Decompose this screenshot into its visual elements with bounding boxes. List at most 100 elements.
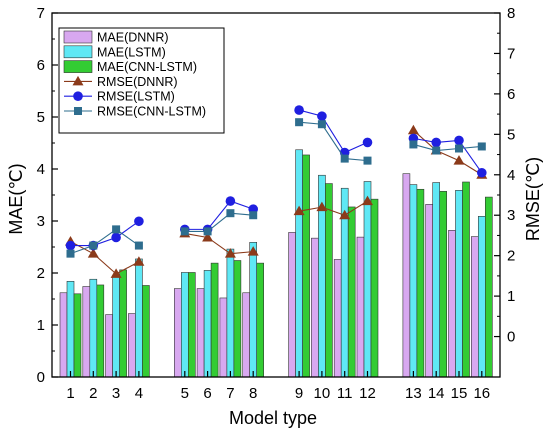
line-point bbox=[431, 137, 442, 148]
left-tick-label: 7 bbox=[37, 5, 45, 22]
x-tick-label: 10 bbox=[314, 385, 331, 402]
bar bbox=[66, 281, 75, 378]
bar bbox=[409, 184, 418, 378]
bar bbox=[203, 270, 212, 378]
line-point bbox=[224, 248, 236, 258]
line-point bbox=[247, 246, 259, 256]
right-axis-ticks: 0 1 2 3 4 5 6 7 8 bbox=[494, 5, 515, 346]
bars-layer bbox=[59, 149, 493, 378]
line-point bbox=[133, 256, 145, 266]
line-point bbox=[89, 241, 98, 250]
x-tick-label: 5 bbox=[181, 385, 189, 402]
legend: MAE(DNNR)MAE(LSTM)MAE(CNN-LSTM)RMSE(DNNR… bbox=[58, 27, 225, 134]
right-tick-label: 7 bbox=[507, 45, 515, 62]
right-tick-label: 8 bbox=[507, 5, 515, 22]
line-point bbox=[432, 146, 441, 155]
line-point bbox=[134, 216, 144, 227]
bar bbox=[356, 236, 365, 378]
series-line bbox=[184, 232, 254, 255]
x-tick-label: 7 bbox=[226, 385, 234, 402]
x-tick-label: 13 bbox=[405, 385, 422, 402]
bar bbox=[302, 154, 310, 378]
bar bbox=[89, 278, 98, 378]
bar bbox=[455, 190, 463, 378]
right-y-axis-title: RMSE(℃) bbox=[523, 157, 543, 241]
line-point bbox=[339, 209, 351, 220]
bar bbox=[416, 188, 425, 378]
series-line bbox=[413, 129, 483, 176]
line-point bbox=[407, 124, 419, 135]
right-tick-label: 1 bbox=[507, 288, 515, 305]
line-point bbox=[340, 154, 349, 163]
bar bbox=[448, 230, 456, 378]
bar bbox=[210, 262, 219, 378]
bar bbox=[470, 236, 479, 378]
legend-label: RMSE(CNN-LSTM) bbox=[97, 105, 206, 119]
bar bbox=[402, 173, 411, 378]
x-tick-label: 3 bbox=[112, 385, 120, 402]
right-tick-label: 5 bbox=[507, 126, 515, 143]
series-line bbox=[184, 200, 254, 230]
legend-label: RMSE(LSTM) bbox=[97, 90, 175, 104]
line-point bbox=[294, 105, 304, 115]
series-line bbox=[299, 121, 368, 162]
bar bbox=[105, 314, 113, 378]
line-point bbox=[203, 227, 212, 236]
line-point bbox=[249, 211, 258, 220]
bar bbox=[484, 196, 493, 378]
left-tick-label: 3 bbox=[37, 213, 45, 230]
line-point bbox=[65, 240, 76, 251]
bar bbox=[112, 276, 120, 378]
x-tick-label: 16 bbox=[473, 385, 490, 402]
x-tick-label: 4 bbox=[135, 385, 143, 402]
bar bbox=[249, 242, 257, 378]
x-tick-label: 15 bbox=[451, 385, 468, 402]
x-tick-label: 9 bbox=[295, 385, 303, 402]
bar bbox=[432, 182, 441, 378]
line-point bbox=[111, 232, 121, 243]
line-point bbox=[110, 268, 122, 278]
series-line bbox=[413, 143, 482, 152]
x-axis-title: Model type bbox=[229, 408, 317, 428]
line-point bbox=[202, 231, 214, 242]
legend-swatch bbox=[63, 45, 93, 59]
bar bbox=[288, 232, 296, 378]
bar bbox=[188, 272, 196, 378]
bar bbox=[333, 259, 342, 378]
x-tick-label: 1 bbox=[66, 385, 74, 402]
legend-swatch bbox=[63, 60, 93, 73]
bar bbox=[439, 191, 448, 378]
line-point bbox=[362, 137, 373, 148]
bar bbox=[226, 248, 235, 378]
bar bbox=[477, 216, 486, 378]
bar bbox=[96, 284, 105, 378]
bar bbox=[128, 313, 136, 378]
bar bbox=[73, 293, 82, 378]
right-tick-label: 0 bbox=[507, 329, 515, 346]
line-point bbox=[477, 142, 486, 151]
bar bbox=[325, 183, 333, 378]
series-line bbox=[298, 109, 368, 154]
x-tick-label: 12 bbox=[359, 385, 376, 402]
legend-label: RMSE(DNNR) bbox=[97, 75, 178, 89]
line-point bbox=[180, 227, 189, 236]
x-axis-ticks: 1 2 3 4 5 6 7 8 9 10 11 12 13 14 15 16 bbox=[66, 371, 490, 402]
line-point bbox=[317, 111, 327, 121]
right-tick-label: 2 bbox=[507, 248, 515, 265]
bar bbox=[347, 206, 356, 378]
series-line bbox=[70, 228, 140, 255]
bar bbox=[59, 292, 68, 378]
bar bbox=[142, 285, 150, 378]
line-point bbox=[316, 201, 328, 212]
legend-swatch bbox=[63, 30, 93, 44]
bar bbox=[181, 272, 189, 378]
bar bbox=[311, 237, 319, 378]
series-line bbox=[70, 241, 140, 275]
bar bbox=[256, 262, 265, 378]
bar bbox=[219, 297, 228, 378]
left-y-axis-title: MAE(℃) bbox=[6, 163, 26, 234]
series-line bbox=[413, 137, 483, 174]
x-tick-label: 11 bbox=[337, 385, 353, 402]
line-point bbox=[317, 120, 326, 129]
